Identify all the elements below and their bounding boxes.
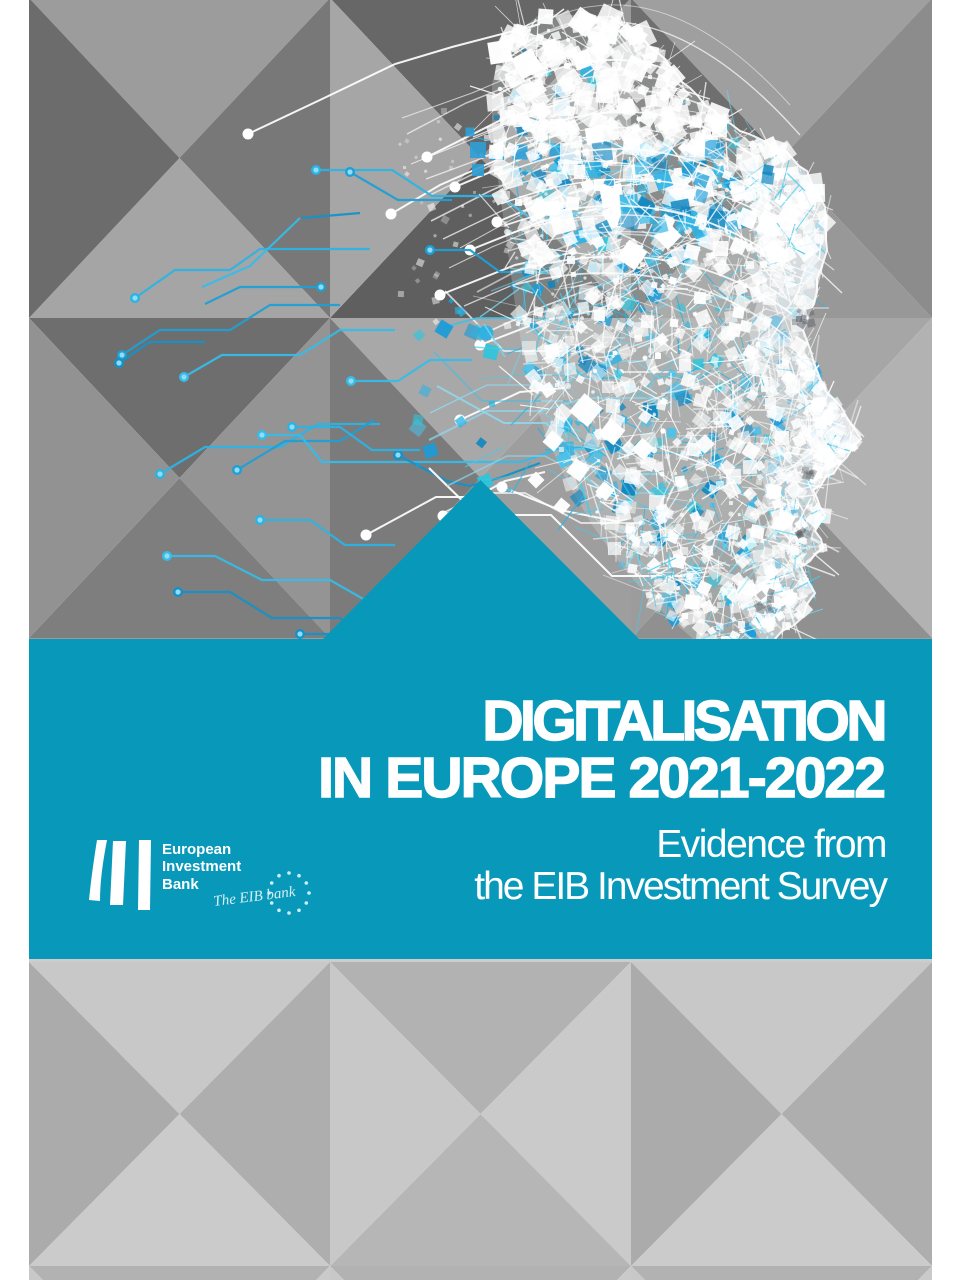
svg-text:IN EUROPE 2021-2022: IN EUROPE 2021-2022 [318,746,884,810]
svg-text:Bank: Bank [162,876,199,893]
svg-text:Evidence from: Evidence from [656,823,886,866]
svg-text:DIGITALISATION: DIGITALISATION [482,689,884,753]
svg-text:the EIB Investment Survey: the EIB Investment Survey [474,865,888,908]
svg-text:Investment: Investment [162,858,241,875]
svg-text:European: European [162,841,231,858]
